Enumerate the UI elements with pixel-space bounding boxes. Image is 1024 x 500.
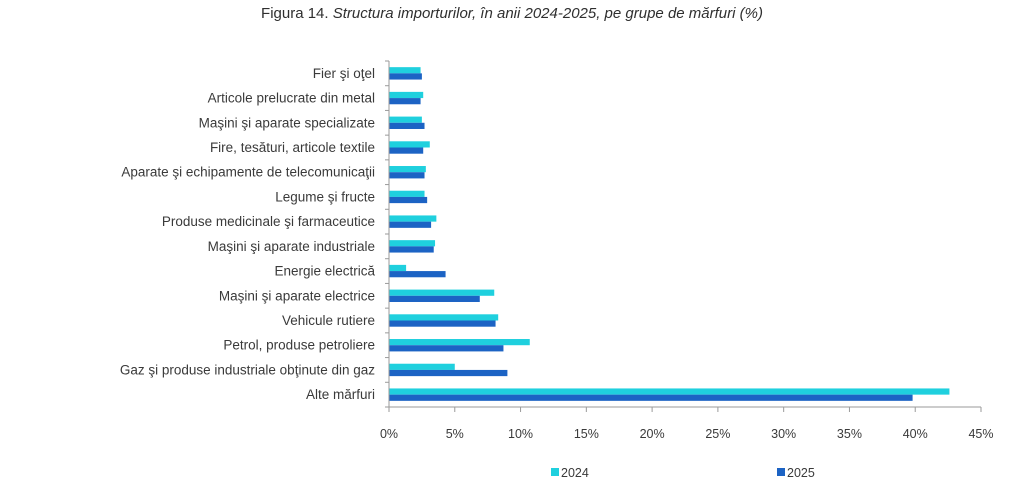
chart-title: Figura 14. Structura importurilor, în an… xyxy=(0,5,1024,22)
x-tick-label: 30% xyxy=(771,427,796,441)
bar-2025 xyxy=(389,345,504,352)
bar-2025 xyxy=(389,196,428,204)
legend-swatch-2025 xyxy=(777,468,785,476)
bar-2024 xyxy=(389,116,422,123)
category-label: Petrol, produse petroliere xyxy=(223,338,375,353)
bar-2025 xyxy=(389,172,425,179)
bar-2024 xyxy=(389,141,430,148)
category-label: Alte mărfuri xyxy=(306,387,375,402)
bar-2024 xyxy=(389,67,421,74)
category-label: Legume şi fructe xyxy=(275,189,375,204)
x-tick-labels: 0% 5% 10% 15% 20% 25% 30% 35% 40% 45% xyxy=(380,427,994,441)
bar-2025 xyxy=(389,369,508,377)
category-label: Articole prelucrate din metal xyxy=(208,91,375,106)
bar-2025 xyxy=(389,98,421,105)
chart-title-text: Structura importurilor, în anii 2024-202… xyxy=(332,5,763,22)
category-label: Vehicule rutiere xyxy=(282,313,375,328)
x-tick-label: 10% xyxy=(508,427,533,441)
category-labels: Fier şi oţel Articole prelucrate din meta… xyxy=(120,66,376,402)
category-label: Maşini şi aparate industriale xyxy=(208,239,375,254)
bar-2024 xyxy=(389,289,495,296)
bar-2024 xyxy=(389,91,424,99)
bars-layer xyxy=(389,67,950,401)
category-label: Gaz şi produse industriale obţinute din … xyxy=(120,362,375,377)
category-label: Fire, tesături, articole textile xyxy=(210,140,375,155)
x-tick-label: 5% xyxy=(446,427,464,441)
legend: 2024 2025 xyxy=(551,466,815,480)
x-tick-label: 15% xyxy=(574,427,599,441)
x-tick-label: 40% xyxy=(903,427,928,441)
bar-2024 xyxy=(389,314,499,321)
bar-2025 xyxy=(389,122,425,129)
chart-title-prefix: Figura 14. xyxy=(261,5,329,22)
bar-2024 xyxy=(389,166,426,173)
category-label: Produse medicinale şi farmaceutice xyxy=(162,214,375,229)
category-label: Maşini şi aparate specializate xyxy=(199,115,375,130)
bar-2025 xyxy=(389,221,432,228)
bar-2024 xyxy=(389,240,436,247)
bar-2024 xyxy=(389,363,455,370)
category-label: Maşini şi aparate electrice xyxy=(219,288,375,303)
bar-2025 xyxy=(389,320,496,327)
bar-2024 xyxy=(389,388,950,395)
bar-2024 xyxy=(389,339,530,346)
bar-2025 xyxy=(389,73,422,80)
bar-2024 xyxy=(389,264,407,272)
x-tick-label: 35% xyxy=(837,427,862,441)
axis-layer xyxy=(385,60,982,412)
bar-2024 xyxy=(389,190,425,197)
x-tick-label: 0% xyxy=(380,427,398,441)
bar-2025 xyxy=(389,394,913,401)
category-label: Fier şi oţel xyxy=(313,66,375,81)
x-tick-label: 20% xyxy=(640,427,665,441)
bar-2024 xyxy=(389,215,437,222)
bar-2025 xyxy=(389,246,434,253)
category-label: Aparate şi echipamente de telecomunicaţi… xyxy=(121,165,375,180)
legend-label-2025: 2025 xyxy=(787,466,815,480)
x-tick-label: 45% xyxy=(968,427,993,441)
legend-swatch-2024 xyxy=(551,468,559,476)
x-tick-label: 25% xyxy=(705,427,730,441)
legend-label-2024: 2024 xyxy=(561,466,589,480)
bar-2025 xyxy=(389,295,480,302)
bar-2025 xyxy=(389,147,424,154)
bar-2025 xyxy=(389,271,446,278)
category-label: Energie electrică xyxy=(274,264,375,279)
